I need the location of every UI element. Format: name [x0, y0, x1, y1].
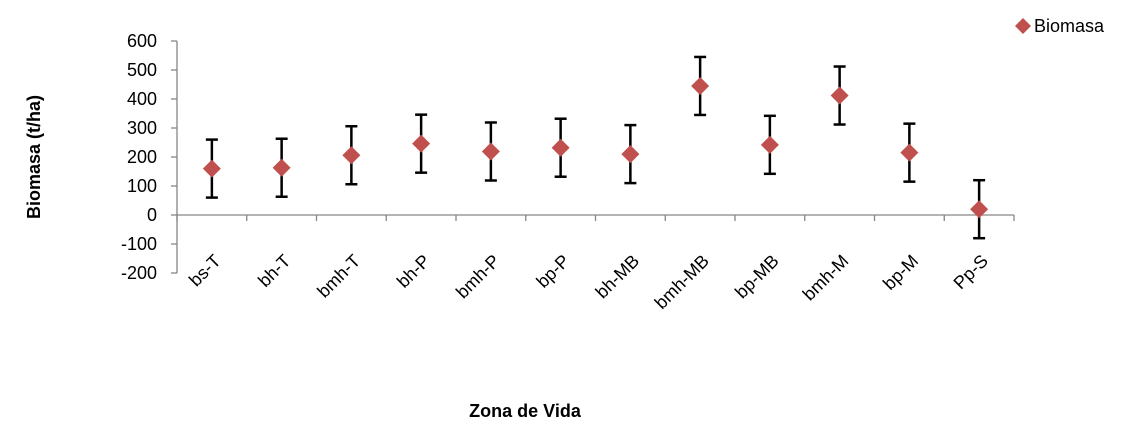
x-tick-label: bp-P: [532, 251, 573, 292]
data-point-bmh-P: [481, 142, 500, 161]
x-tick-label: bmh-M: [799, 251, 853, 305]
x-tick-label: bh-T: [254, 251, 294, 291]
y-tick-label: 200: [127, 147, 157, 167]
y-tick-label: 300: [127, 118, 157, 138]
data-point-bmh-T: [342, 146, 361, 165]
error-bars: [205, 55, 986, 240]
x-tick-label: bh-P: [393, 251, 434, 292]
data-point-bh-MB: [621, 145, 640, 164]
data-point-bp-P: [551, 138, 570, 157]
y-tick-label: 600: [127, 31, 157, 51]
x-tick-label: bmh-MB: [651, 251, 713, 313]
x-tick-label: bmh-T: [313, 251, 364, 302]
y-tick-label: -200: [121, 263, 157, 283]
data-point-bs-T: [202, 159, 221, 178]
x-tick-label: bs-T: [185, 251, 225, 291]
data-point-Pp-S: [970, 200, 989, 219]
legend-marker-diamond: [1015, 18, 1031, 34]
legend: Biomasa: [1015, 16, 1105, 36]
x-tick-label: bp-MB: [731, 251, 783, 303]
y-tick-label: 0: [147, 205, 157, 225]
x-tick-label: bp-M: [879, 251, 922, 294]
y-axis: 600 500 400 300 200 100 0 -100 -200: [121, 31, 178, 283]
legend-label: Biomasa: [1034, 16, 1105, 36]
x-tick-label: bh-MB: [592, 251, 644, 303]
x-tick-label: bmh-P: [452, 251, 504, 303]
y-tick-label: 400: [127, 89, 157, 109]
data-point-bp-MB: [760, 135, 779, 154]
y-tick-label: 500: [127, 60, 157, 80]
x-tick-label: Pp-S: [950, 251, 992, 293]
data-points: [202, 76, 989, 219]
y-tick-label: -100: [121, 234, 157, 254]
y-axis-title: Biomasa (t/ha): [24, 95, 44, 219]
y-tick-label: 100: [127, 176, 157, 196]
data-point-bmh-MB: [691, 76, 710, 95]
data-point-bp-M: [900, 143, 919, 162]
x-axis: bs-T bh-T bmh-T bh-P bmh-P bp-P bh-MB bmh-MB bp-…: [176, 214, 1015, 313]
data-point-bh-P: [412, 134, 431, 153]
data-point-bmh-M: [830, 86, 849, 105]
x-axis-title: Zona de Vida: [469, 401, 582, 421]
data-point-bh-T: [272, 158, 291, 177]
